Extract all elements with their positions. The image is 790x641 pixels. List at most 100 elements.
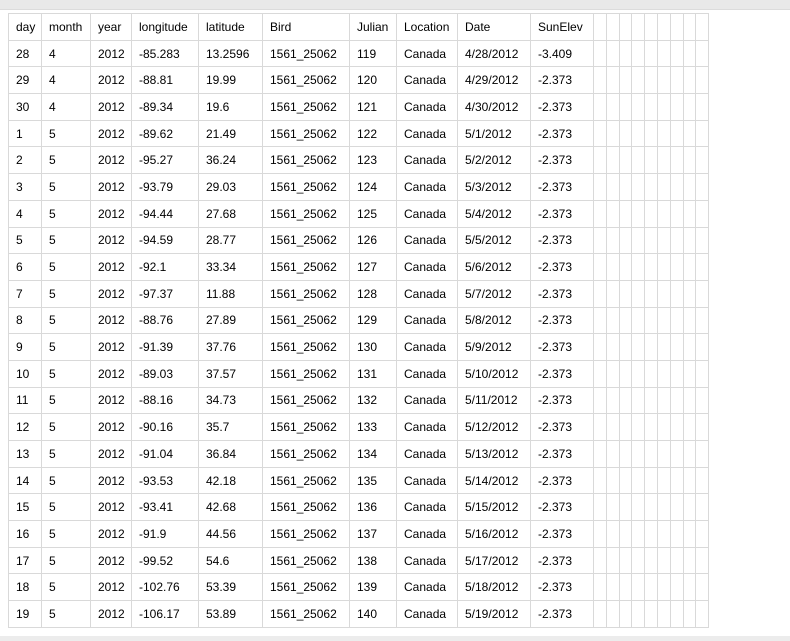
table-cell-empty[interactable] — [695, 493, 710, 522]
table-cell-empty[interactable] — [644, 39, 658, 68]
table-cell[interactable]: 5/7/2012 — [457, 279, 531, 308]
table-cell[interactable]: 2012 — [90, 226, 132, 255]
table-cell-empty[interactable] — [682, 333, 697, 361]
table-cell[interactable]: 5/19/2012 — [457, 600, 531, 628]
table-cell[interactable]: -2.373 — [530, 600, 594, 628]
table-cell[interactable]: 53.39 — [198, 573, 263, 602]
table-cell-empty[interactable] — [669, 600, 684, 628]
table-cell[interactable]: 4 — [8, 199, 42, 228]
table-cell[interactable]: 1 — [8, 119, 42, 148]
table-cell-empty[interactable] — [669, 466, 684, 495]
table-cell[interactable]: 5/11/2012 — [457, 386, 531, 415]
table-cell[interactable]: 1561_25062 — [262, 199, 350, 228]
table-cell[interactable]: 35.7 — [198, 413, 263, 441]
table-cell[interactable]: -89.34 — [131, 93, 199, 121]
table-cell-empty[interactable] — [644, 279, 658, 308]
table-cell[interactable]: -2.373 — [530, 359, 594, 388]
table-cell[interactable]: 1561_25062 — [262, 173, 350, 201]
table-cell[interactable]: 5 — [41, 226, 91, 255]
table-cell-empty[interactable] — [656, 573, 671, 602]
table-cell[interactable]: 123 — [349, 146, 397, 175]
table-cell[interactable]: -99.52 — [131, 546, 199, 575]
table-cell[interactable]: 2012 — [90, 253, 132, 281]
table-cell-empty[interactable] — [605, 279, 620, 308]
table-cell-empty[interactable] — [682, 359, 697, 388]
table-cell-empty[interactable] — [669, 199, 684, 228]
table-cell-empty[interactable] — [605, 253, 620, 281]
table-cell[interactable]: 5 — [41, 119, 91, 148]
table-cell[interactable]: 33.34 — [198, 253, 263, 281]
table-cell[interactable]: 1561_25062 — [262, 573, 350, 602]
table-cell[interactable]: 5/14/2012 — [457, 466, 531, 495]
table-cell-empty[interactable] — [695, 520, 710, 548]
table-cell-empty[interactable] — [618, 386, 633, 415]
table-cell[interactable]: -91.04 — [131, 440, 199, 468]
table-cell-empty[interactable] — [605, 466, 620, 495]
table-cell[interactable]: 5/9/2012 — [457, 333, 531, 361]
table-cell[interactable]: 1561_25062 — [262, 279, 350, 308]
table-cell-empty[interactable] — [656, 466, 671, 495]
table-cell[interactable]: -2.373 — [530, 119, 594, 148]
table-cell-empty[interactable] — [644, 119, 658, 148]
table-cell[interactable]: 5/3/2012 — [457, 173, 531, 201]
table-cell[interactable]: 1561_25062 — [262, 546, 350, 575]
table-cell[interactable]: Canada — [396, 66, 458, 95]
table-cell[interactable]: Canada — [396, 333, 458, 361]
table-cell-empty[interactable] — [682, 93, 697, 121]
table-cell[interactable]: -2.373 — [530, 386, 594, 415]
table-cell[interactable]: -2.373 — [530, 226, 594, 255]
table-cell-empty[interactable] — [618, 279, 633, 308]
table-cell-empty[interactable] — [618, 253, 633, 281]
table-cell-empty[interactable] — [631, 226, 646, 255]
table-cell[interactable]: 128 — [349, 279, 397, 308]
table-cell[interactable]: -85.283 — [131, 39, 199, 68]
table-cell[interactable]: 5 — [41, 306, 91, 335]
table-cell-empty[interactable] — [618, 146, 633, 175]
table-cell-empty[interactable] — [593, 333, 607, 361]
table-cell-empty[interactable] — [593, 359, 607, 388]
table-cell-empty[interactable] — [631, 573, 646, 602]
table-cell-empty[interactable] — [605, 573, 620, 602]
table-cell[interactable]: Canada — [396, 440, 458, 468]
table-cell-empty[interactable] — [593, 466, 607, 495]
table-cell[interactable]: 125 — [349, 199, 397, 228]
table-cell[interactable]: -2.373 — [530, 199, 594, 228]
table-cell[interactable]: Canada — [396, 386, 458, 415]
table-cell-empty[interactable] — [656, 39, 671, 68]
table-cell-empty[interactable] — [669, 520, 684, 548]
table-cell-empty[interactable] — [682, 66, 697, 95]
table-cell[interactable]: 28 — [8, 39, 42, 68]
table-cell-empty[interactable] — [605, 306, 620, 335]
table-cell[interactable]: 10 — [8, 359, 42, 388]
table-cell-empty[interactable] — [618, 520, 633, 548]
table-cell[interactable]: 1561_25062 — [262, 520, 350, 548]
table-cell[interactable]: 36.24 — [198, 146, 263, 175]
table-cell[interactable]: 140 — [349, 600, 397, 628]
table-cell-empty[interactable] — [682, 493, 697, 522]
table-cell[interactable]: -2.373 — [530, 253, 594, 281]
table-cell-empty[interactable] — [644, 520, 658, 548]
table-cell[interactable]: 1561_25062 — [262, 226, 350, 255]
table-cell[interactable]: 27.89 — [198, 306, 263, 335]
table-cell[interactable]: Canada — [396, 413, 458, 441]
table-cell-empty[interactable] — [644, 226, 658, 255]
table-cell[interactable]: 120 — [349, 66, 397, 95]
table-cell-empty[interactable] — [695, 333, 710, 361]
table-cell[interactable]: 2012 — [90, 39, 132, 68]
table-cell-empty[interactable] — [618, 546, 633, 575]
table-cell-empty[interactable] — [695, 440, 710, 468]
table-cell-empty[interactable] — [631, 413, 646, 441]
table-cell[interactable]: 4/30/2012 — [457, 93, 531, 121]
table-cell[interactable]: -2.373 — [530, 466, 594, 495]
table-cell-empty[interactable] — [644, 573, 658, 602]
table-cell[interactable]: 21.49 — [198, 119, 263, 148]
table-cell-empty[interactable] — [682, 39, 697, 68]
empty-column-header[interactable] — [618, 13, 633, 41]
table-cell[interactable]: 5 — [41, 333, 91, 361]
table-cell[interactable]: 5 — [41, 546, 91, 575]
table-cell[interactable]: 5 — [41, 173, 91, 201]
table-cell-empty[interactable] — [618, 39, 633, 68]
table-cell[interactable]: -2.373 — [530, 306, 594, 335]
table-cell[interactable]: 1561_25062 — [262, 39, 350, 68]
table-cell-empty[interactable] — [644, 546, 658, 575]
